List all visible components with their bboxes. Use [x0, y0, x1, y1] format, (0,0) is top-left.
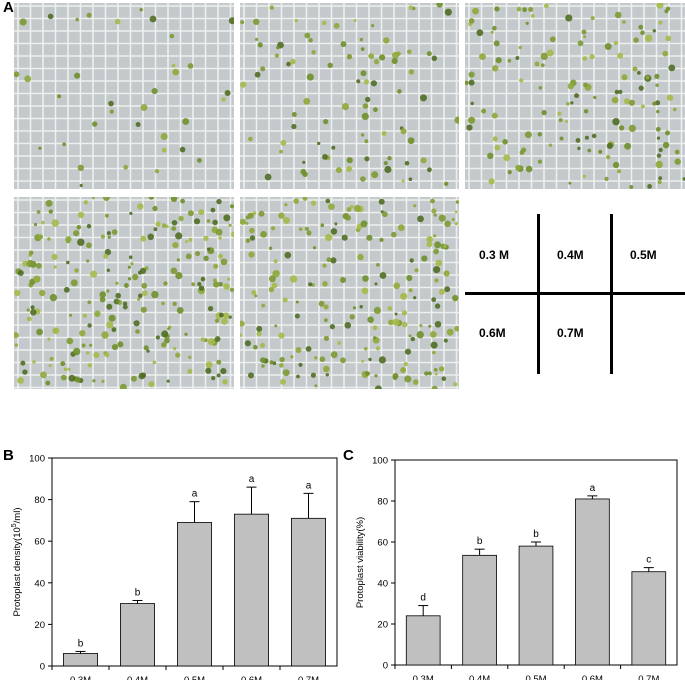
significance-letter: b [533, 529, 539, 540]
y-tick-label: 20 [34, 620, 45, 631]
y-tick-label: 100 [372, 456, 388, 467]
panel-c-label: C [343, 447, 354, 464]
micrograph-0-6m [14, 197, 234, 389]
significance-letter: b [78, 638, 84, 649]
micrograph-image [14, 3, 234, 189]
y-axis-label: Protoplast density(105/ml) [11, 508, 23, 617]
key-cell-0-7m: 0.7M [557, 326, 584, 340]
y-tick-label: 60 [34, 537, 45, 548]
chart-protoplast-viability: 0 20 40 60 80 100 d 0.3M b 0.4M b 0.5M a 0.6M c 0.7M Pro… [355, 456, 678, 680]
x-tick-label: 0.4M [469, 674, 490, 680]
x-tick-label: 0.3M [70, 675, 91, 680]
bar [462, 554, 497, 666]
micrograph-0-5m [465, 3, 685, 189]
micrograph-image [14, 197, 234, 389]
y-tick-label: 100 [29, 454, 45, 465]
y-tick-label: 20 [377, 620, 388, 631]
bar [176, 522, 212, 667]
micrograph-0-7m [240, 197, 459, 389]
key-cell-0-4m: 0.4M [557, 248, 584, 262]
y-tick-label: 60 [377, 538, 388, 549]
x-tick-label: 0.3M [413, 674, 434, 680]
x-tick-label: 0.5M [525, 674, 546, 680]
y-tick-label: 80 [377, 497, 388, 508]
y-tick-label: 40 [377, 579, 388, 590]
bar [63, 653, 99, 667]
micrograph-0-3m [14, 3, 234, 189]
bar [120, 603, 156, 667]
y-tick-label: 40 [34, 578, 45, 589]
micrograph-image [465, 3, 685, 189]
micrograph-image [240, 197, 459, 389]
significance-letter: a [590, 483, 596, 494]
bar [631, 571, 667, 666]
significance-letter: a [306, 480, 312, 491]
bar [233, 513, 269, 667]
y-tick-label: 80 [34, 495, 45, 506]
y-tick-label: 0 [383, 661, 388, 672]
chart-protoplast-density: 0 20 40 60 80 100 b 0.3M b 0.4M a 0.5M a 0.6M a 0.7M Pro… [11, 454, 338, 680]
significance-letter: b [135, 587, 141, 598]
bar [575, 498, 610, 666]
significance-letter: d [420, 593, 426, 604]
key-cell-0-5m: 0.5M [630, 248, 657, 262]
significance-letter: a [249, 474, 255, 485]
bar [405, 615, 441, 666]
x-tick-label: 0.7M [298, 675, 319, 680]
x-tick-label: 0.5M [184, 675, 205, 680]
y-tick-label: 0 [40, 662, 45, 673]
x-tick-label: 0.6M [582, 674, 603, 680]
significance-letter: b [477, 536, 483, 547]
key-horizontal-line [465, 292, 685, 295]
x-tick-label: 0.7M [638, 674, 659, 680]
bar [518, 545, 554, 666]
x-tick-label: 0.4M [127, 675, 148, 680]
micrograph-image [240, 3, 459, 189]
significance-letter: c [646, 555, 651, 566]
significance-letter: a [192, 489, 198, 500]
panel-b-label: B [3, 447, 14, 464]
concentration-key: 0.3 M 0.4M 0.5M 0.6M 0.7M [465, 214, 685, 374]
x-tick-label: 0.6M [241, 675, 262, 680]
micrograph-0-4m [240, 3, 459, 189]
key-cell-0-3m: 0.3 M [479, 248, 510, 262]
bar [290, 517, 326, 667]
panel-a-label: A [3, 0, 14, 16]
y-axis-label: Protoplast viability(%) [355, 517, 366, 608]
key-cell-0-6m: 0.6M [479, 326, 506, 340]
